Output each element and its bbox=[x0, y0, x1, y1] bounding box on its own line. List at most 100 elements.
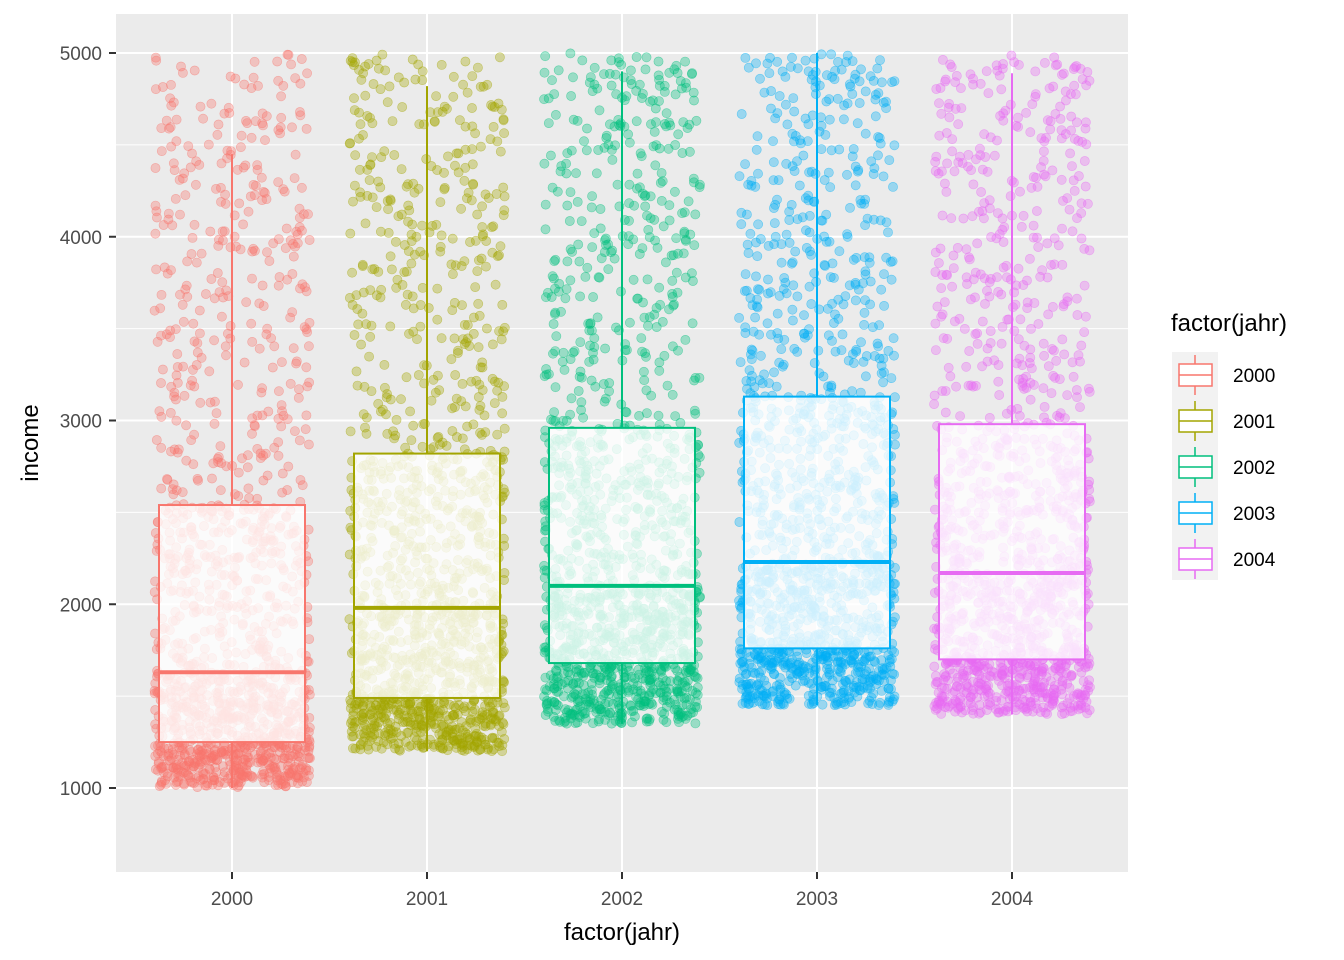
jitter-point bbox=[256, 387, 267, 398]
jitter-point bbox=[414, 119, 425, 130]
jitter-point bbox=[365, 331, 376, 342]
jitter-point bbox=[570, 689, 581, 700]
jitter-point bbox=[276, 112, 287, 123]
jitter-point bbox=[648, 95, 658, 106]
jitter-point bbox=[241, 297, 252, 308]
jitter-point bbox=[656, 168, 667, 178]
jitter-point bbox=[654, 365, 665, 376]
jitter-point bbox=[547, 75, 557, 86]
jitter-point bbox=[389, 433, 399, 444]
jitter-point bbox=[541, 364, 551, 374]
jitter-point bbox=[611, 89, 622, 100]
jitter-point bbox=[302, 68, 312, 79]
jitter-point bbox=[247, 428, 257, 439]
jitter-point bbox=[426, 161, 437, 171]
jitter-point bbox=[289, 426, 300, 436]
jitter-point bbox=[382, 389, 392, 399]
jitter-point bbox=[688, 276, 698, 286]
jitter-point bbox=[212, 129, 223, 140]
jitter-point bbox=[189, 219, 200, 230]
jitter-point bbox=[689, 375, 699, 386]
jitter-point bbox=[588, 292, 598, 302]
jitter-point bbox=[301, 123, 312, 134]
jitter-point bbox=[254, 343, 265, 354]
jitter-point bbox=[396, 394, 406, 405]
jitter-point bbox=[150, 163, 161, 173]
jitter-point bbox=[177, 299, 188, 310]
jitter-point bbox=[191, 156, 202, 167]
jitter-point bbox=[401, 372, 412, 383]
jitter-point bbox=[379, 146, 390, 157]
jitter-point bbox=[540, 224, 551, 235]
jitter-point bbox=[876, 655, 887, 665]
jitter-point bbox=[405, 704, 416, 715]
jitter-point bbox=[235, 244, 246, 255]
jitter-point bbox=[397, 102, 408, 112]
jitter-point bbox=[259, 769, 270, 779]
jitter-point bbox=[432, 314, 443, 325]
jitter-point bbox=[189, 65, 200, 76]
jitter-point bbox=[404, 741, 414, 752]
jitter-point bbox=[659, 350, 670, 361]
jitter-point bbox=[166, 80, 176, 90]
jitter-point bbox=[652, 242, 663, 253]
jitter-point bbox=[206, 98, 217, 109]
jitter-point bbox=[549, 273, 559, 284]
jitter-point bbox=[179, 779, 190, 790]
jitter-point bbox=[436, 230, 447, 241]
jitter-point bbox=[216, 458, 227, 468]
jitter-point bbox=[280, 781, 291, 791]
jitter-point bbox=[670, 140, 681, 150]
jitter-point bbox=[384, 81, 395, 92]
jitter-point bbox=[775, 682, 786, 693]
jitter-point bbox=[288, 251, 299, 262]
jitter-point bbox=[591, 168, 602, 179]
jitter-point bbox=[205, 226, 216, 237]
jitter-point bbox=[475, 81, 486, 92]
jitter-point bbox=[194, 305, 205, 316]
jitter-point bbox=[479, 410, 490, 421]
jitter-point bbox=[428, 739, 439, 750]
jitter-point bbox=[565, 275, 576, 286]
jitter-point bbox=[539, 158, 550, 169]
jitter-point bbox=[262, 323, 273, 334]
jitter-point bbox=[494, 250, 504, 261]
jitter-point bbox=[492, 385, 503, 396]
jitter-point bbox=[289, 173, 300, 183]
jitter-point bbox=[236, 130, 247, 141]
jitter-point bbox=[215, 441, 226, 451]
jitter-point bbox=[644, 714, 655, 725]
jitter-point bbox=[456, 261, 467, 271]
jitter-point bbox=[451, 432, 462, 442]
jitter-point bbox=[467, 71, 478, 81]
jitter-point bbox=[294, 384, 304, 395]
jitter-point bbox=[200, 780, 211, 791]
jitter-point bbox=[432, 370, 443, 381]
jitter-point bbox=[220, 198, 231, 209]
jitter-point bbox=[551, 110, 561, 120]
jitter-point bbox=[579, 136, 589, 147]
jitter-point bbox=[472, 266, 483, 276]
jitter-point bbox=[495, 146, 506, 157]
jitter-point bbox=[474, 310, 485, 321]
jitter-point bbox=[184, 758, 195, 768]
jitter-point bbox=[235, 142, 246, 153]
jitter-point bbox=[470, 128, 480, 139]
jitter-point bbox=[441, 730, 452, 741]
jitter-point bbox=[475, 141, 486, 152]
jitter-point bbox=[303, 439, 314, 450]
jitter-point bbox=[169, 391, 179, 402]
jitter-point bbox=[873, 700, 884, 711]
jitter-point bbox=[861, 666, 872, 677]
jitter-point bbox=[198, 769, 209, 780]
jitter-point bbox=[357, 712, 368, 722]
jitter-point bbox=[413, 370, 424, 380]
jitter-point bbox=[450, 703, 461, 713]
jitter-point bbox=[300, 424, 311, 435]
jitter-point bbox=[497, 299, 508, 310]
jitter-point bbox=[276, 91, 286, 102]
jitter-point bbox=[441, 440, 452, 451]
jitter-point bbox=[487, 339, 498, 350]
jitter-point bbox=[494, 741, 505, 751]
jitter-point bbox=[568, 347, 579, 358]
